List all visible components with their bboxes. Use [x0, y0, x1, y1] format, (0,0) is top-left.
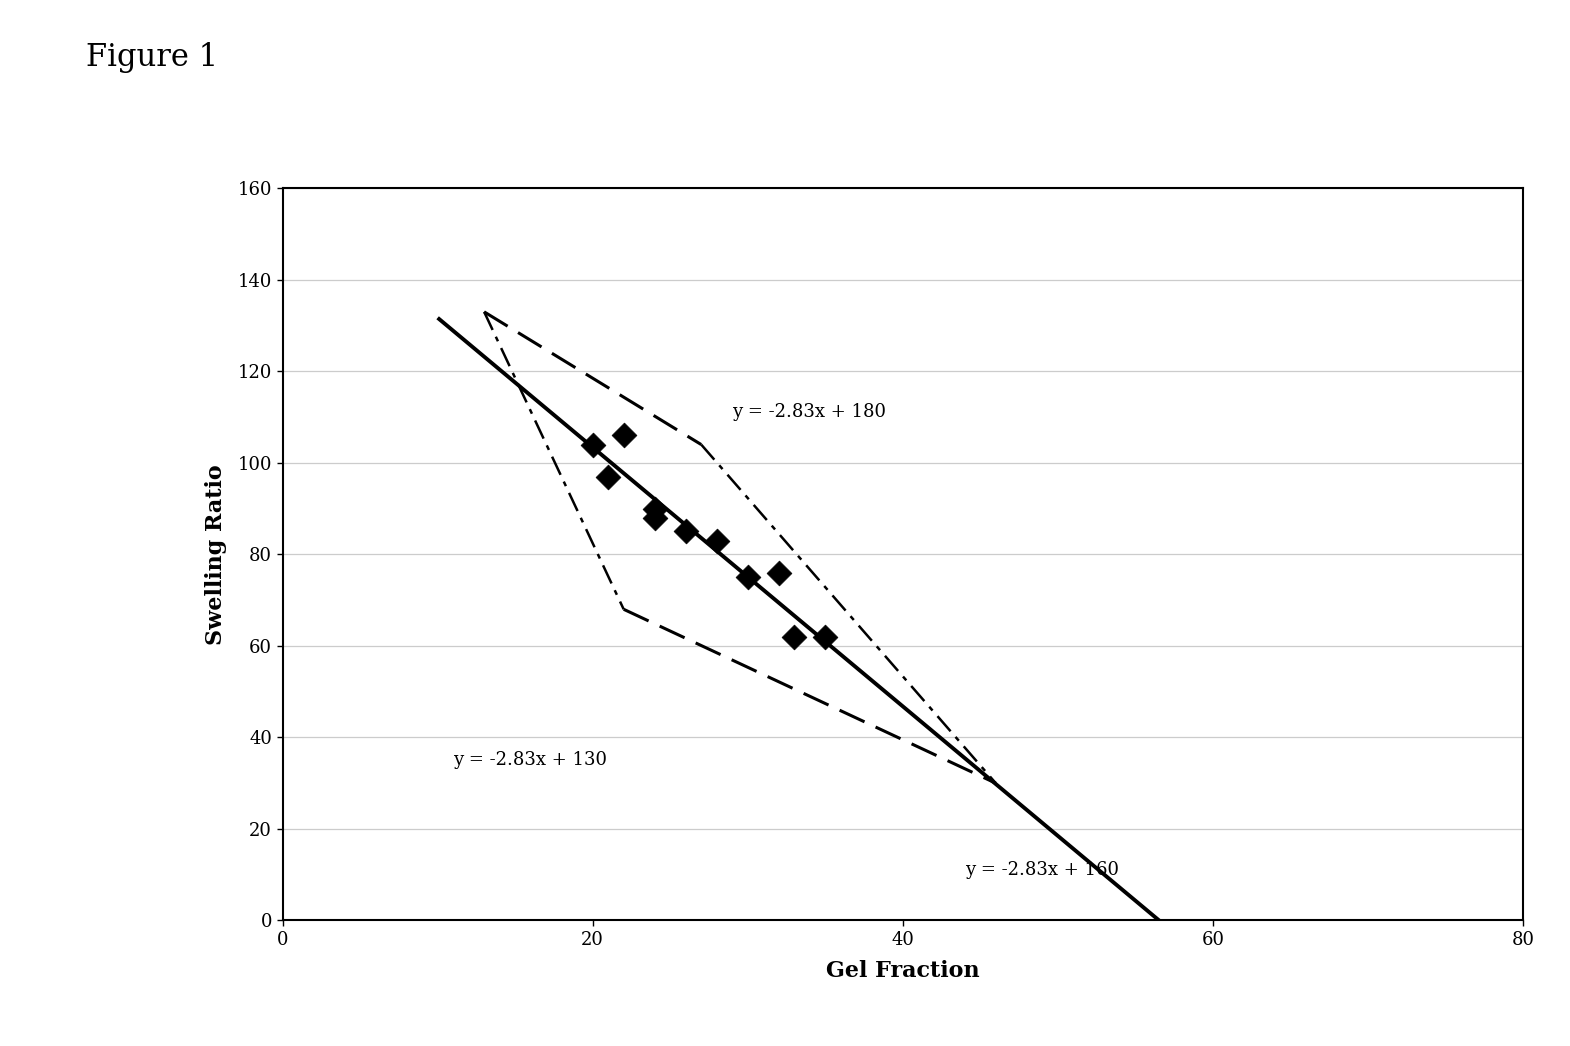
Point: [735, 569, 760, 586]
Point: [595, 469, 620, 485]
Text: y = -2.83x + 130: y = -2.83x + 130: [454, 751, 608, 769]
Y-axis label: Swelling Ratio: Swelling Ratio: [204, 464, 226, 644]
X-axis label: Gel Fraction: Gel Fraction: [826, 960, 980, 982]
Point: [674, 523, 699, 540]
Point: [782, 629, 807, 645]
Point: [611, 427, 636, 444]
Point: [703, 532, 728, 549]
Point: [579, 436, 604, 453]
Point: [642, 500, 667, 517]
Text: y = -2.83x + 160: y = -2.83x + 160: [964, 861, 1119, 879]
Point: [766, 565, 791, 582]
Text: y = -2.83x + 180: y = -2.83x + 180: [732, 403, 885, 422]
Text: Figure 1: Figure 1: [86, 42, 218, 73]
Point: [813, 629, 838, 645]
Point: [642, 509, 667, 526]
